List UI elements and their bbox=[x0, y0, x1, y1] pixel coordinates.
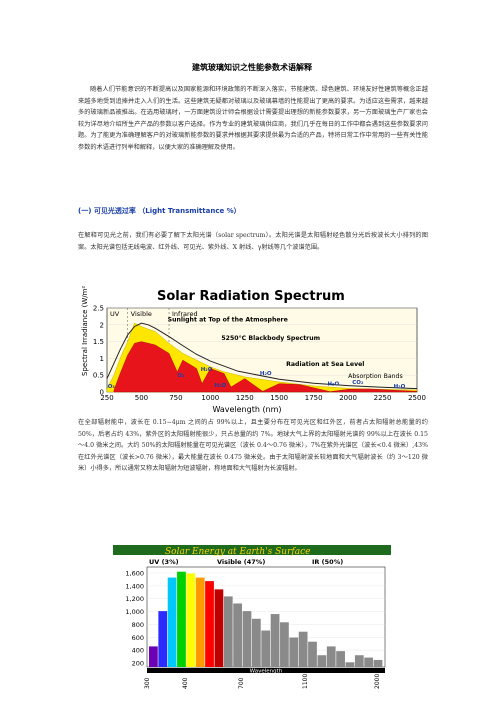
absorption-label: CO₂ bbox=[352, 380, 364, 386]
spectrum-bar bbox=[336, 651, 345, 667]
x-tick-label: 750 bbox=[169, 394, 182, 402]
absorption-label: H₂O bbox=[201, 367, 213, 373]
y-tick-label: 1,400 bbox=[125, 582, 144, 590]
x-axis-label: Wavelength bbox=[250, 669, 283, 675]
x-tick-label: 1100 bbox=[302, 674, 309, 689]
spectrum-bar bbox=[223, 596, 233, 667]
spectrum-bar bbox=[280, 622, 289, 667]
x-tick-label: 2000 bbox=[339, 394, 357, 402]
y-tick-label: 0.5 bbox=[93, 372, 104, 380]
absorption-label: H₂O bbox=[260, 371, 272, 377]
x-axis-band bbox=[147, 668, 385, 673]
spectrum-bar bbox=[298, 631, 308, 667]
page-title: 建筑玻璃知识之性能参数术语解释 bbox=[192, 63, 312, 72]
x-tick-label: 1750 bbox=[305, 394, 323, 402]
chart-annotation: Absorption Bands bbox=[348, 373, 403, 380]
y-axis-label: Spectral Irradiance (W/m²/nm) bbox=[81, 286, 89, 376]
region-label: UV (3%) bbox=[149, 558, 179, 566]
y-tick-label: 400 bbox=[132, 647, 144, 655]
x-tick-label: 1250 bbox=[236, 394, 254, 402]
x-tick-label: 500 bbox=[135, 394, 148, 402]
spectrum-bar bbox=[186, 573, 196, 667]
spectrum-bar bbox=[149, 646, 158, 667]
region-label: IR (50%) bbox=[312, 558, 343, 566]
spectrum-bar bbox=[205, 581, 214, 667]
chart-annotation: 5250°C Blackbody Spectrum bbox=[221, 334, 320, 342]
spectrum-bar bbox=[242, 611, 252, 667]
y-tick-label: 0 bbox=[100, 389, 104, 397]
absorption-label: H₂O bbox=[327, 381, 339, 387]
y-tick-label: 1,200 bbox=[125, 595, 144, 603]
section-heading: (一) 可见光透过率 （Light Transmittance %） bbox=[78, 207, 241, 215]
x-tick-label: 250 bbox=[100, 394, 113, 402]
y-tick-label: 2.5 bbox=[93, 305, 104, 313]
y-tick-label: 2 bbox=[100, 321, 104, 329]
spectrum-bar bbox=[195, 577, 205, 667]
spectrum-bar bbox=[326, 646, 336, 667]
x-tick-label: 2250 bbox=[374, 394, 392, 402]
y-tick-label: 1,600 bbox=[125, 570, 144, 578]
x-tick-label: 700 bbox=[238, 677, 245, 689]
spectrum-bar bbox=[251, 618, 261, 667]
energy-paragraph: 在全部辐射能中，波长在 0.15−4μm 之间的占 99%以上，且主要分布在可见… bbox=[78, 419, 428, 473]
absorption-label: H₂O bbox=[214, 383, 226, 389]
y-tick-label: 800 bbox=[132, 621, 144, 629]
spectrum-paragraph: 在解释可见光之前，我们有必要了解下太阳光谱（solar spectrum）。太阳… bbox=[78, 232, 428, 251]
y-tick-label: 1 bbox=[100, 355, 104, 363]
spectrum-bar bbox=[354, 655, 364, 667]
spectrum-bar bbox=[261, 630, 271, 667]
spectrum-bar bbox=[270, 614, 280, 667]
spectrum-bar bbox=[308, 641, 317, 667]
region-label: Visible bbox=[131, 310, 152, 318]
y-tick-label: 1.5 bbox=[93, 338, 104, 346]
spectrum-bar bbox=[364, 657, 374, 667]
spectrum-bar bbox=[177, 571, 186, 667]
series-blackbody bbox=[106, 322, 418, 390]
solar-radiation-spectrum-chart: Solar Radiation Spectrum Spectral Irradi… bbox=[77, 286, 429, 414]
y-tick-label: 600 bbox=[132, 634, 144, 642]
spectrum-bar bbox=[214, 589, 224, 667]
title-band bbox=[113, 545, 391, 555]
absorption-label: O₃ bbox=[108, 384, 116, 390]
y-tick-label: 200 bbox=[132, 660, 144, 668]
chart-annotation: Sunlight at Top of the Atmosphere bbox=[168, 316, 288, 323]
region-label: UV bbox=[110, 310, 120, 318]
chart-title: Solar Radiation Spectrum bbox=[157, 289, 345, 304]
y-tick-label: 1,000 bbox=[125, 608, 144, 616]
absorption-label: O₂ bbox=[177, 373, 185, 379]
x-tick-label: 2500 bbox=[408, 394, 426, 402]
region-label: Infrared bbox=[172, 310, 198, 318]
spectrum-bar bbox=[233, 603, 242, 667]
x-axis-label: Wavelength (nm) bbox=[212, 405, 281, 414]
spectrum-bar bbox=[373, 659, 383, 667]
x-tick-label: 1500 bbox=[270, 394, 288, 402]
spectrum-bar bbox=[317, 655, 327, 667]
chart-annotation: Radiation at Sea Level bbox=[286, 361, 364, 368]
series-sea-level bbox=[113, 341, 418, 393]
spectrum-bar bbox=[158, 611, 168, 667]
spectrum-bar bbox=[345, 662, 355, 667]
solar-energy-chart: Solar Energy at Earth's Surface 1,600 1,4… bbox=[113, 545, 391, 694]
intro-paragraph: 随着人们节能意识的不断提高以及国家能源和环境政策的不断深入落实，节能建筑、绿色建… bbox=[78, 86, 428, 151]
absorption-label: H₂O bbox=[394, 384, 406, 390]
x-tick-label: 300 bbox=[144, 677, 151, 689]
x-tick-label: 400 bbox=[182, 677, 189, 689]
spectrum-bar bbox=[289, 637, 299, 667]
x-tick-label: 1000 bbox=[201, 394, 219, 402]
region-label: Visible (47%) bbox=[217, 558, 265, 566]
spectrum-bar bbox=[167, 577, 177, 667]
chart-title: Solar Energy at Earth's Surface bbox=[165, 547, 310, 557]
x-tick-label: 2000 bbox=[374, 674, 381, 689]
